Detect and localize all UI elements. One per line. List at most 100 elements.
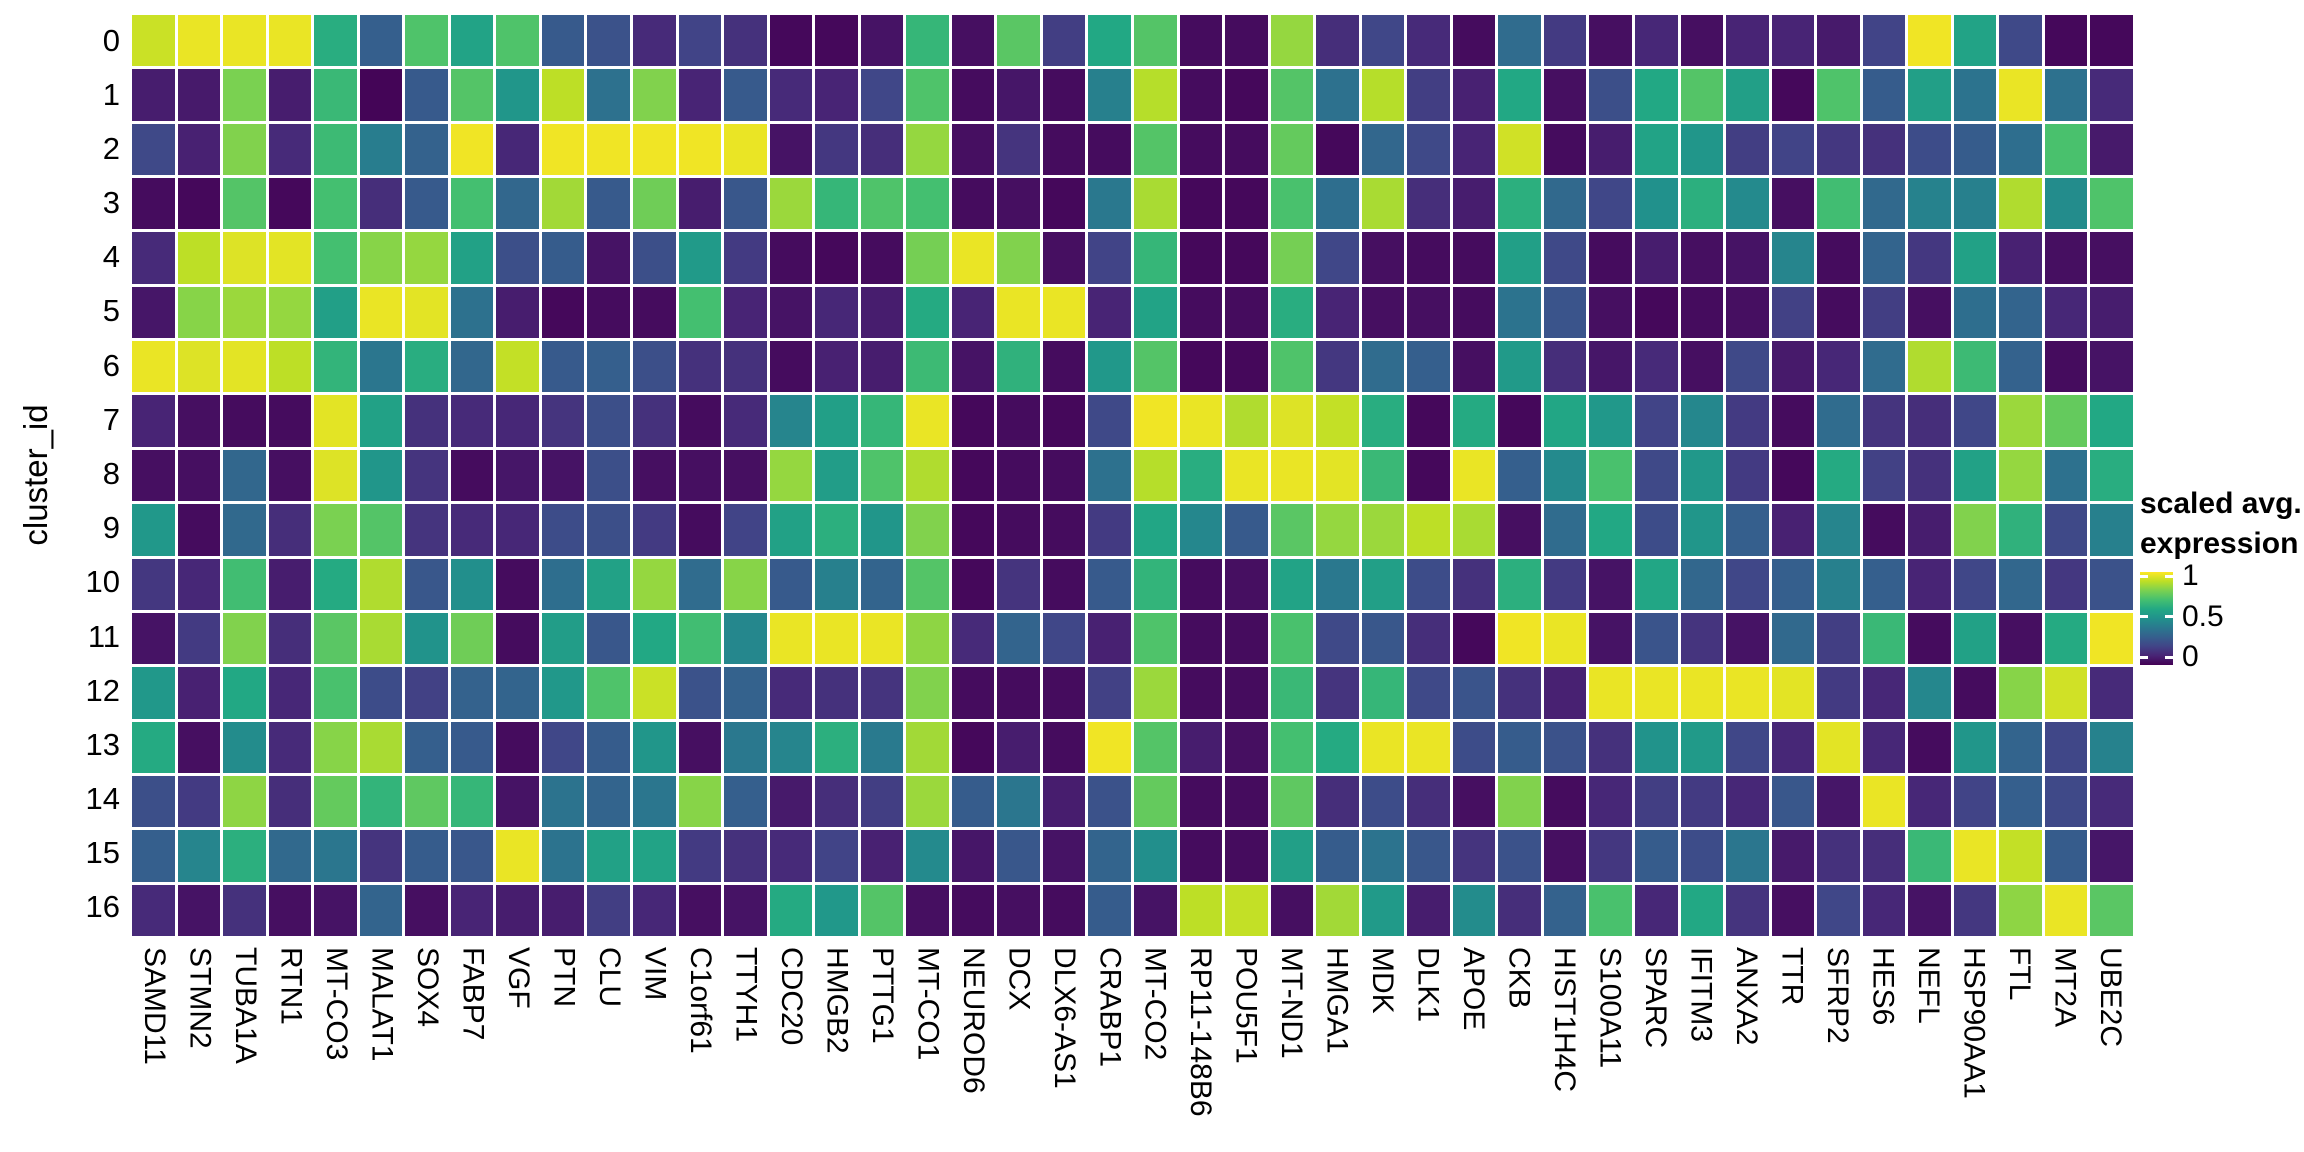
heatmap-cell [541,775,585,828]
heatmap-cell [314,830,357,882]
heatmap-cell [132,504,175,556]
heatmap-cell [587,449,630,502]
heatmap-cell [1726,341,1769,393]
heatmap-cell [1407,395,1450,447]
heatmap-cell [678,232,722,284]
heatmap-cell [1270,830,1314,882]
heatmap-cell [1361,612,1405,665]
heatmap-cell [587,775,630,828]
heatmap-cell [450,395,494,447]
heatmap-cell [587,69,630,121]
heatmap-cell [1498,341,1541,393]
heatmap-cell [314,15,357,67]
heatmap-cell [724,286,767,339]
heatmap-cell [541,558,585,610]
heatmap-cell [997,612,1040,665]
heatmap-cell [678,15,722,67]
heatmap-cell [1270,775,1314,828]
heatmap-cell [314,69,357,121]
heatmap-cell [860,232,904,284]
heatmap-cell [633,15,676,67]
heatmap-cell [1407,884,1450,936]
x-axis-label: DLK1 [1411,947,1445,1023]
x-axis-label: STMN2 [183,947,217,1049]
heatmap-cell [1726,15,1769,67]
heatmap-cell [1771,721,1815,773]
heatmap-cell [997,232,1040,284]
heatmap-cell [1862,612,1906,665]
heatmap-cell [1316,449,1359,502]
heatmap-cell [1726,558,1769,610]
heatmap-cell [769,341,813,393]
x-axis-label: DCX [1002,947,1036,1011]
heatmap-cell [2090,395,2133,447]
legend-tick-label: 1 [2182,559,2199,592]
heatmap-cell [1498,721,1541,773]
heatmap-cell [1817,15,1860,67]
heatmap-cell [1771,341,1815,393]
heatmap-cell [177,232,221,284]
heatmap-cell [1817,775,1860,828]
heatmap-cell [268,69,312,121]
heatmap-cell [2044,286,2088,339]
heatmap-cell [405,395,448,447]
heatmap-cell [1589,449,1632,502]
heatmap-cell [1407,612,1450,665]
heatmap-cell [223,721,266,773]
x-axis-label: NEFL [1911,947,1945,1024]
heatmap-cell [1225,884,1268,936]
heatmap-cell [1225,558,1268,610]
heatmap-cell [1225,341,1268,393]
heatmap-cell [724,123,767,176]
x-axis-label: FTL [2002,947,2036,1001]
heatmap-cell [2090,558,2133,610]
heatmap-cell [1452,15,1496,67]
heatmap-cell [1908,178,1951,230]
heatmap-cell [1908,612,1951,665]
heatmap-cell [1953,232,1997,284]
heatmap-cell [450,830,494,882]
heatmap-cell [1680,15,1724,67]
heatmap-cell [1361,667,1405,719]
heatmap-cell [1543,178,1587,230]
heatmap-cell [1680,286,1724,339]
heatmap-cell [1589,232,1632,284]
heatmap-cell [1361,123,1405,176]
heatmap-cell [860,558,904,610]
heatmap-cell [1498,558,1541,610]
legend-title-line2: expression [2140,527,2299,560]
heatmap-cell [541,69,585,121]
heatmap-cell [678,449,722,502]
heatmap-cell [997,667,1040,719]
heatmap-cell [1543,721,1587,773]
heatmap-cell [1042,395,1086,447]
heatmap-cell [223,341,266,393]
heatmap-cell [1225,830,1268,882]
heatmap-cell [1543,884,1587,936]
heatmap-cell [1817,232,1860,284]
x-axis-label: SAMD11 [138,947,172,1065]
heatmap-cell [132,449,175,502]
heatmap-cell [1134,286,1177,339]
heatmap-cell [1862,341,1906,393]
heatmap-cell [1862,178,1906,230]
heatmap-cell [314,178,357,230]
heatmap-cell [633,612,676,665]
heatmap-cell [906,449,949,502]
heatmap-cell [1635,232,1678,284]
heatmap-cell [405,884,448,936]
heatmap-cell [1270,15,1314,67]
heatmap-cell [1270,504,1314,556]
heatmap-cell [1316,721,1359,773]
heatmap-cell [1134,232,1177,284]
heatmap-cell [496,232,539,284]
heatmap-cell [1316,341,1359,393]
heatmap-cell [1179,558,1223,610]
heatmap-cell [268,178,312,230]
heatmap-cell [860,286,904,339]
heatmap-cell [1452,449,1496,502]
heatmap-cell [1316,504,1359,556]
heatmap-cell [951,721,995,773]
heatmap-cell [1452,721,1496,773]
heatmap-cell [997,830,1040,882]
